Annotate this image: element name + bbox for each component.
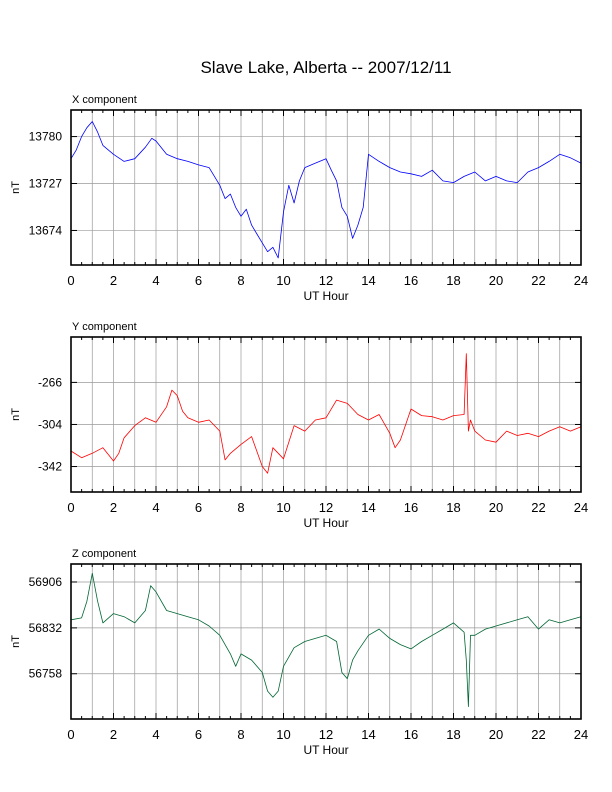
- x-tick-label: 8: [237, 273, 244, 288]
- x-tick-label: 22: [531, 727, 545, 742]
- x-tick-label: 10: [276, 273, 290, 288]
- panel-label-y: Y component: [72, 321, 137, 333]
- y-tick-label: -266: [38, 375, 62, 389]
- series-line-y: [70, 353, 582, 474]
- x-axis-label: UT Hour: [303, 516, 348, 530]
- x-tick-label: 4: [152, 500, 159, 515]
- x-tick-label: 12: [319, 500, 333, 515]
- x-tick-label: 18: [446, 500, 460, 515]
- x-tick-label: 4: [152, 273, 159, 288]
- x-tick-label: 8: [237, 727, 244, 742]
- panel-label-x: X component: [72, 94, 137, 106]
- x-tick-label: 4: [152, 727, 159, 742]
- y-tick-label: 56906: [29, 575, 63, 589]
- x-tick-label: 8: [237, 500, 244, 515]
- x-tick-label: 12: [319, 273, 333, 288]
- y-axis-label: nT: [10, 635, 22, 648]
- y-tick-label: 13780: [29, 130, 63, 144]
- x-tick-label: 24: [574, 500, 588, 515]
- x-tick-label: 0: [67, 727, 74, 742]
- x-tick-label: 20: [489, 500, 503, 515]
- series-line-x: [70, 121, 582, 259]
- x-axis-label: UT Hour: [303, 289, 348, 303]
- x-tick-label: 10: [276, 500, 290, 515]
- x-tick-label: 14: [361, 727, 375, 742]
- x-tick-label: 2: [110, 500, 117, 515]
- x-tick-label: 22: [531, 500, 545, 515]
- x-tick-label: 16: [404, 727, 418, 742]
- panel-label-z: Z component: [72, 548, 136, 560]
- x-tick-label: 12: [319, 727, 333, 742]
- x-tick-label: 20: [489, 727, 503, 742]
- x-tick-label: 6: [195, 727, 202, 742]
- series-line-z: [70, 572, 582, 707]
- x-tick-label: 6: [195, 273, 202, 288]
- y-tick-label: -304: [38, 417, 62, 431]
- x-tick-label: 6: [195, 500, 202, 515]
- x-tick-label: 16: [404, 500, 418, 515]
- x-tick-label: 16: [404, 273, 418, 288]
- x-tick-label: 14: [361, 500, 375, 515]
- x-tick-label: 2: [110, 727, 117, 742]
- x-tick-label: 14: [361, 273, 375, 288]
- x-tick-label: 0: [67, 273, 74, 288]
- x-tick-label: 24: [574, 727, 588, 742]
- x-tick-label: 10: [276, 727, 290, 742]
- x-tick-label: 18: [446, 273, 460, 288]
- y-axis-label: nT: [10, 408, 22, 421]
- y-tick-label: -342: [38, 460, 62, 474]
- y-tick-label: 13674: [29, 223, 63, 237]
- x-tick-label: 2: [110, 273, 117, 288]
- x-tick-label: 20: [489, 273, 503, 288]
- y-axis-label: nT: [10, 181, 22, 194]
- x-tick-label: 18: [446, 727, 460, 742]
- y-tick-label: 56832: [29, 621, 63, 635]
- y-tick-label: 13727: [29, 177, 63, 191]
- x-tick-label: 22: [531, 273, 545, 288]
- page-title: Slave Lake, Alberta -- 2007/12/11: [200, 58, 452, 77]
- x-tick-label: 0: [67, 500, 74, 515]
- y-tick-label: 56758: [29, 667, 63, 681]
- x-axis-label: UT Hour: [303, 743, 348, 757]
- x-tick-label: 24: [574, 273, 588, 288]
